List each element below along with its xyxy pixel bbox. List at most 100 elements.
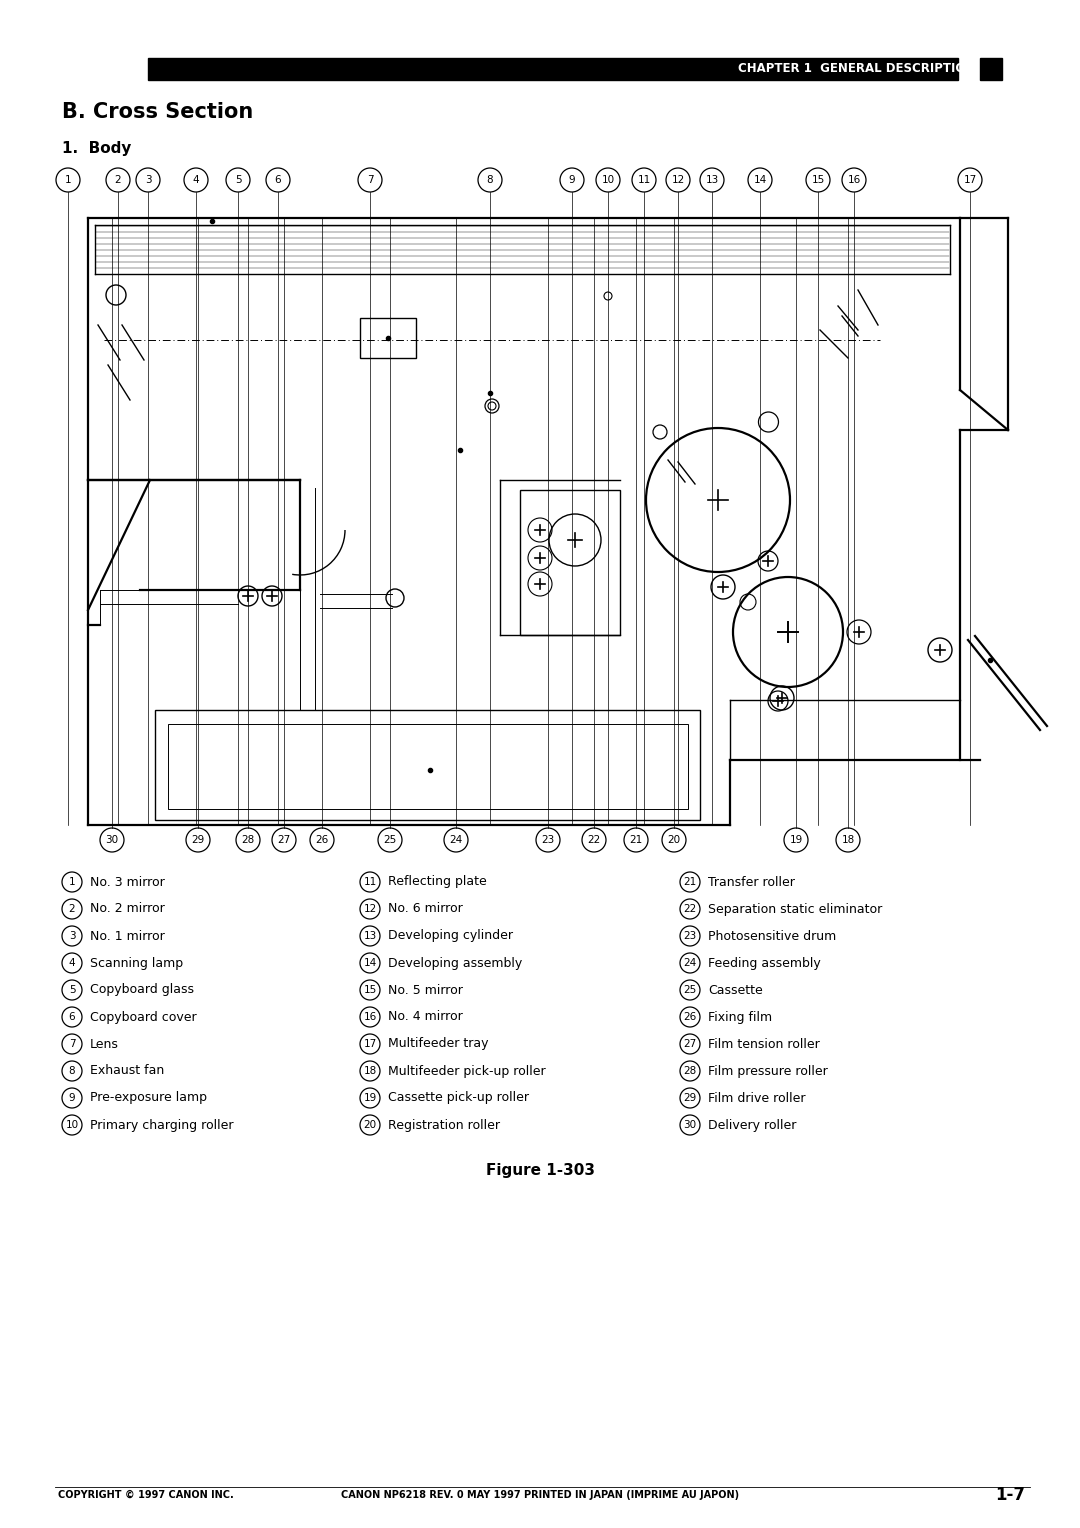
Text: 24: 24 [449,834,462,845]
Text: 7: 7 [367,176,374,185]
Text: 2: 2 [69,905,76,914]
Text: 6: 6 [69,1012,76,1022]
Text: 23: 23 [541,834,555,845]
Text: 12: 12 [363,905,377,914]
Text: 9: 9 [569,176,576,185]
Text: 25: 25 [383,834,396,845]
Text: 1: 1 [69,877,76,886]
Text: 3: 3 [145,176,151,185]
Text: No. 4 mirror: No. 4 mirror [388,1010,462,1024]
Text: No. 1 mirror: No. 1 mirror [90,929,165,943]
Text: Primary charging roller: Primary charging roller [90,1118,233,1132]
Text: 18: 18 [841,834,854,845]
Text: Delivery roller: Delivery roller [708,1118,796,1132]
Text: 22: 22 [588,834,600,845]
Text: Cassette pick-up roller: Cassette pick-up roller [388,1091,529,1105]
Text: 25: 25 [684,986,697,995]
Text: 30: 30 [106,834,119,845]
Text: 11: 11 [637,176,650,185]
Text: 28: 28 [241,834,255,845]
Text: 27: 27 [278,834,291,845]
Text: Feeding assembly: Feeding assembly [708,957,821,969]
Text: 1.  Body: 1. Body [62,141,132,156]
Bar [980,58,1002,79]
Text: Multifeeder pick-up roller: Multifeeder pick-up roller [388,1065,545,1077]
Text: Figure 1-303: Figure 1-303 [486,1163,594,1178]
Text: 3: 3 [69,931,76,941]
Text: Registration roller: Registration roller [388,1118,500,1132]
Text: Transfer roller: Transfer roller [708,876,795,888]
Text: 15: 15 [811,176,825,185]
Text: 12: 12 [672,176,685,185]
Text: CANON NP6218 REV. 0 MAY 1997 PRINTED IN JAPAN (IMPRIME AU JAPON): CANON NP6218 REV. 0 MAY 1997 PRINTED IN … [341,1490,739,1500]
Text: 10: 10 [602,176,615,185]
Text: Multifeeder tray: Multifeeder tray [388,1038,488,1051]
Text: 13: 13 [705,176,718,185]
Text: No. 3 mirror: No. 3 mirror [90,876,165,888]
Text: 23: 23 [684,931,697,941]
Text: 14: 14 [363,958,377,969]
Text: 21: 21 [630,834,643,845]
Text: Copyboard cover: Copyboard cover [90,1010,197,1024]
Text: 22: 22 [684,905,697,914]
Text: 2: 2 [114,176,121,185]
Text: 4: 4 [69,958,76,969]
Text: Lens: Lens [90,1038,119,1051]
Text: CHAPTER 1  GENERAL DESCRIPTION: CHAPTER 1 GENERAL DESCRIPTION [738,63,975,75]
Text: Exhaust fan: Exhaust fan [90,1065,164,1077]
Text: 29: 29 [191,834,204,845]
Text: 18: 18 [363,1067,377,1076]
Bar [148,58,958,79]
Text: 4: 4 [192,176,200,185]
Bar [156,711,700,821]
Text: B. Cross Section: B. Cross Section [62,102,253,122]
Bar [360,318,416,358]
Text: 19: 19 [363,1093,377,1103]
Text: 6: 6 [274,176,281,185]
Text: Film drive roller: Film drive roller [708,1091,806,1105]
Text: 8: 8 [487,176,494,185]
Text: No. 5 mirror: No. 5 mirror [388,984,463,996]
Text: Cassette: Cassette [708,984,762,996]
Text: 9: 9 [69,1093,76,1103]
Text: Reflecting plate: Reflecting plate [388,876,487,888]
Text: Fixing film: Fixing film [708,1010,772,1024]
Text: 20: 20 [667,834,680,845]
Text: 24: 24 [684,958,697,969]
Text: 1: 1 [65,176,71,185]
Text: No. 6 mirror: No. 6 mirror [388,903,462,915]
Text: Developing assembly: Developing assembly [388,957,523,969]
Text: Pre-exposure lamp: Pre-exposure lamp [90,1091,207,1105]
Bar [519,490,620,636]
Text: 20: 20 [364,1120,377,1131]
Text: Copyboard glass: Copyboard glass [90,984,194,996]
Text: Film pressure roller: Film pressure roller [708,1065,827,1077]
Text: Separation static eliminator: Separation static eliminator [708,903,882,915]
Text: 11: 11 [363,877,377,886]
Text: 7: 7 [69,1039,76,1050]
Text: 15: 15 [363,986,377,995]
Text: Film tension roller: Film tension roller [708,1038,820,1051]
Text: 19: 19 [789,834,802,845]
Text: 30: 30 [684,1120,697,1131]
Text: 13: 13 [363,931,377,941]
Text: 16: 16 [848,176,861,185]
Text: 5: 5 [234,176,241,185]
Text: 29: 29 [684,1093,697,1103]
Text: 21: 21 [684,877,697,886]
Text: 17: 17 [963,176,976,185]
Text: 26: 26 [684,1012,697,1022]
Text: 16: 16 [363,1012,377,1022]
Text: 26: 26 [315,834,328,845]
Text: 14: 14 [754,176,767,185]
Text: 28: 28 [684,1067,697,1076]
Text: 1-7: 1-7 [995,1487,1025,1504]
Text: 5: 5 [69,986,76,995]
Text: Scanning lamp: Scanning lamp [90,957,184,969]
Text: 27: 27 [684,1039,697,1050]
Text: Photosensitive drum: Photosensitive drum [708,929,836,943]
Text: 8: 8 [69,1067,76,1076]
Text: 17: 17 [363,1039,377,1050]
Bar [168,724,688,808]
Text: Developing cylinder: Developing cylinder [388,929,513,943]
